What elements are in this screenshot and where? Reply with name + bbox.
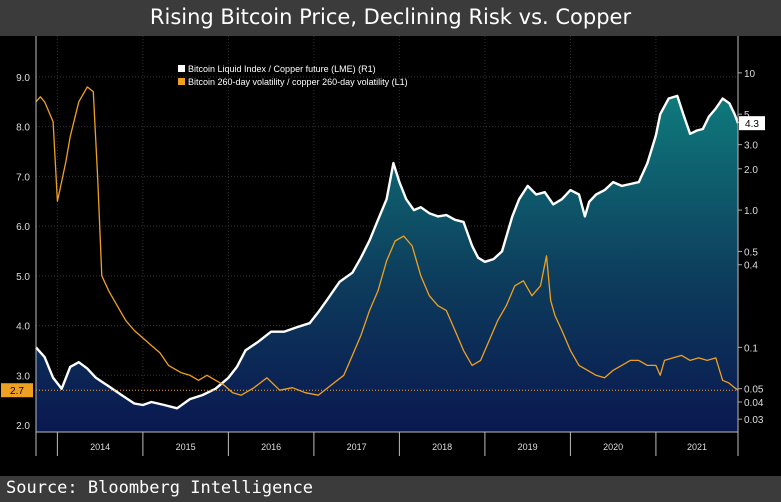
series-area-bitcoin-copper-ratio xyxy=(36,95,738,433)
axes-layer: 2.0 3.0 4.0 5.0 6.0 7.0 8.0 9.0 10 5 3.0 2.0 1.0 0.5 0… xyxy=(1,36,765,456)
right-tick-label: 0.5 xyxy=(744,247,758,258)
x-tick-label: 2020 xyxy=(603,442,623,452)
right-tick-label: 3.0 xyxy=(744,141,758,152)
x-tick-label: 2017 xyxy=(347,442,367,452)
left-tick-label: 2.0 xyxy=(16,421,30,432)
series-line-bitcoin-copper-ratio xyxy=(35,94,740,410)
right-tick-label: 0.05 xyxy=(744,385,764,396)
legend-swatch-volatility-ratio xyxy=(178,78,185,85)
right-tick-label: 1.0 xyxy=(744,206,758,217)
right-tick-label: 10 xyxy=(744,69,756,80)
left-last-value-badge xyxy=(1,383,33,398)
left-last-value-label: 2.7 xyxy=(10,386,24,397)
right-tick-label: 0.1 xyxy=(744,343,758,354)
left-tick-label: 3.0 xyxy=(16,371,30,382)
right-tick-label: 5 xyxy=(744,110,750,121)
legend-label-bitcoin-copper-ratio: Bitcoin Liquid Index / Copper future (LM… xyxy=(188,64,376,74)
left-tick-label: 8.0 xyxy=(16,123,30,134)
chart-title: Rising Bitcoin Price, Declining Risk vs.… xyxy=(149,5,632,29)
x-tick-label: 2021 xyxy=(687,442,707,452)
x-tick-label: 2016 xyxy=(261,442,281,452)
x-tick-label: 2014 xyxy=(90,442,110,452)
legend-label-volatility-ratio: Bitcoin 260-day volatility / copper 260-… xyxy=(188,77,408,87)
left-tick-label: 7.0 xyxy=(16,172,30,183)
right-last-value-badge xyxy=(739,116,765,131)
legend: Bitcoin Liquid Index / Copper future (LM… xyxy=(178,64,408,87)
left-tick-label: 4.0 xyxy=(16,322,30,333)
source-note: Source: Bloomberg Intelligence xyxy=(6,478,314,498)
right-tick-label: 2.0 xyxy=(744,165,758,176)
x-tick-label: 2015 xyxy=(176,442,196,452)
series-line-volatility-ratio xyxy=(35,86,739,396)
right-tick-label: 0.4 xyxy=(744,261,758,272)
grid xyxy=(36,36,738,456)
x-tick-label: 2019 xyxy=(518,442,538,452)
left-tick-label: 5.0 xyxy=(16,272,30,283)
right-last-value-label: 4.3 xyxy=(745,119,759,130)
area-layer xyxy=(36,95,738,433)
left-tick-label: 6.0 xyxy=(16,222,30,233)
left-tick-label: 9.0 xyxy=(16,73,30,84)
right-tick-label: 0.03 xyxy=(744,415,764,426)
lines-layer xyxy=(35,86,740,410)
legend-swatch-bitcoin-copper-ratio xyxy=(178,65,185,72)
x-tick-label: 2018 xyxy=(432,442,452,452)
right-tick-label: 0.04 xyxy=(744,398,764,409)
